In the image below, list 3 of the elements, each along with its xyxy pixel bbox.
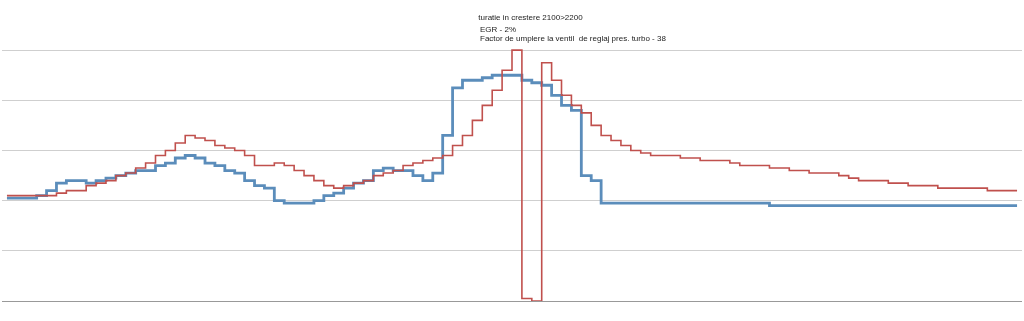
- text: Factor de umplere la ventil de reglaj pres. turbo - 38: [480, 34, 667, 43]
- text: EGR - 2%: [480, 25, 517, 34]
- chart-title: turatie in crestere 2100>2200: [478, 13, 584, 23]
